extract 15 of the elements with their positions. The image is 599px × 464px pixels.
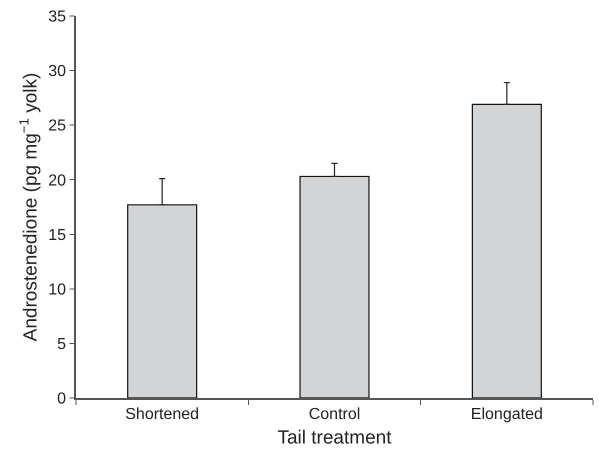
x-tick-label: Elongated (470, 406, 543, 423)
bar (472, 104, 542, 398)
y-tick-label: 10 (48, 281, 66, 298)
y-tick-label: 15 (48, 226, 66, 244)
y-tick-label: 30 (48, 63, 66, 80)
y-tick-label: 0 (57, 390, 66, 408)
y-tick-label: 35 (48, 8, 66, 26)
y-tick-label: 5 (57, 336, 66, 354)
x-tick-label: Control (308, 406, 360, 423)
bar (299, 176, 370, 398)
x-tick-label: Shortened (125, 406, 200, 423)
x-axis-title: Tail treatment (277, 427, 392, 448)
y-tick-label: 25 (48, 118, 66, 135)
y-tick-label: 20 (48, 172, 66, 190)
bar (127, 204, 198, 398)
